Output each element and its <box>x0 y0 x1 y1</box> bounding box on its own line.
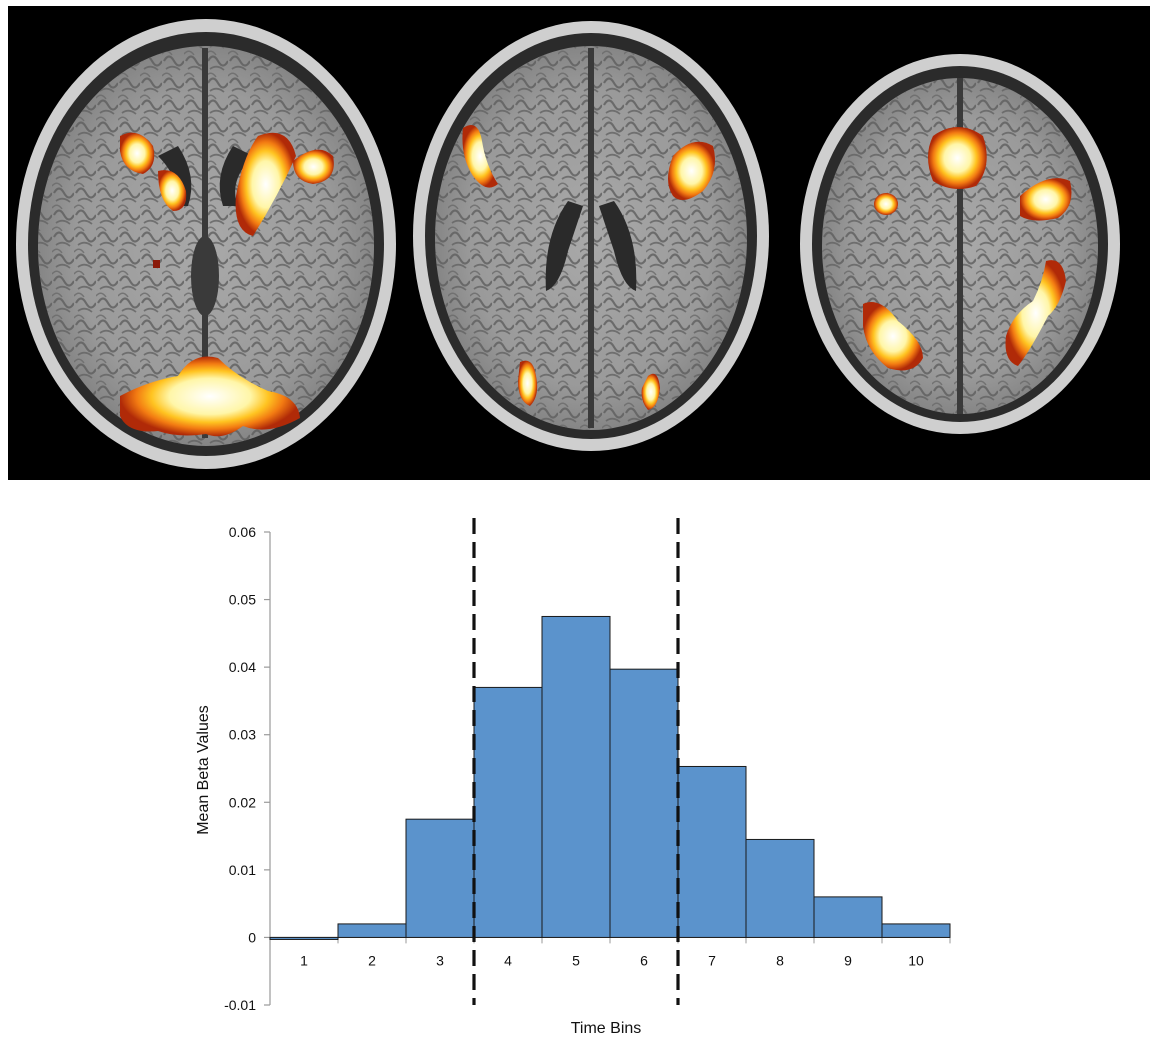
x-tick-label: 5 <box>572 952 580 968</box>
bar-6 <box>609 668 679 938</box>
x-axis-label: Time Bins <box>571 1020 642 1037</box>
bar-7 <box>677 765 747 938</box>
y-tick-label: 0.05 <box>229 592 256 608</box>
brain-slices-panel <box>8 6 1150 480</box>
y-tick-label: 0.04 <box>229 659 256 675</box>
y-axis-label: Mean Beta Values <box>195 705 212 835</box>
x-tick-label: 3 <box>436 952 444 968</box>
brain-slice-2 <box>413 21 769 451</box>
x-tick-label: 8 <box>776 952 784 968</box>
brain-slice-3 <box>800 54 1120 434</box>
x-tick-label: 2 <box>368 952 376 968</box>
bar-8 <box>745 838 815 938</box>
x-tick-label: 6 <box>640 952 648 968</box>
bar-chart-svg: -0.01 0 0.01 0.02 0.03 0.04 0.05 0.06 1 2 3 4 5 6 7 8 9 1… <box>195 518 951 1037</box>
bar-1 <box>269 936 339 940</box>
bar-5 <box>541 615 611 938</box>
x-tick-label: 9 <box>844 952 852 968</box>
y-tick-label: 0.06 <box>229 524 256 540</box>
y-tick-label: 0.01 <box>229 862 256 878</box>
y-tick-label: -0.01 <box>224 997 256 1013</box>
bar-2 <box>337 923 407 938</box>
x-tick-label: 10 <box>908 952 924 968</box>
y-tick-label: 0.02 <box>229 794 256 810</box>
y-tick-label: 0.03 <box>229 727 256 743</box>
x-tick-label: 1 <box>300 952 308 968</box>
x-tick-label: 7 <box>708 952 716 968</box>
bar-chart: -0.01 0 0.01 0.02 0.03 0.04 0.05 0.06 1 2 3 4 5 6 7 8 9 1… <box>0 480 1158 1044</box>
bar-4 <box>473 686 543 938</box>
y-tick-label: 0 <box>248 929 256 945</box>
bar-3 <box>405 818 475 938</box>
bar-9 <box>813 896 883 938</box>
brain-slice-1 <box>16 19 396 469</box>
brain-slices-image <box>16 19 1120 469</box>
x-tick-label: 4 <box>504 952 512 968</box>
bar-10 <box>881 923 951 938</box>
